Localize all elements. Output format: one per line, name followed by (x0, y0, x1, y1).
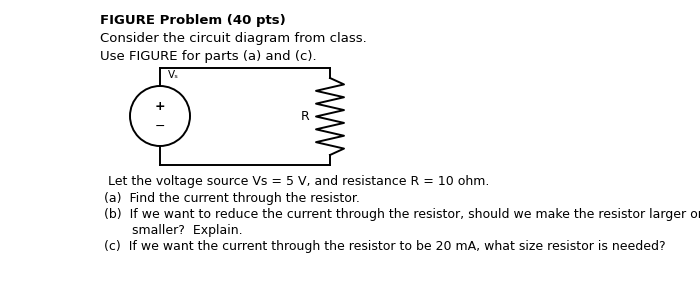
Text: Use FIGURE for parts (a) and (c).: Use FIGURE for parts (a) and (c). (100, 50, 316, 63)
Text: Let the voltage source Vs = 5 V, and resistance R = 10 ohm.: Let the voltage source Vs = 5 V, and res… (100, 175, 489, 188)
Text: (b)  If we want to reduce the current through the resistor, should we make the r: (b) If we want to reduce the current thr… (100, 208, 700, 221)
Text: (c)  If we want the current through the resistor to be 20 mA, what size resistor: (c) If we want the current through the r… (100, 240, 666, 253)
Text: −: − (155, 119, 165, 133)
Text: R: R (300, 110, 309, 123)
Text: Consider the circuit diagram from class.: Consider the circuit diagram from class. (100, 32, 367, 45)
Circle shape (130, 86, 190, 146)
Text: Vₛ: Vₛ (168, 70, 179, 80)
Text: smaller?  Explain.: smaller? Explain. (100, 224, 243, 237)
Text: (a)  Find the current through the resistor.: (a) Find the current through the resisto… (100, 192, 360, 205)
Text: FIGURE Problem (40 pts): FIGURE Problem (40 pts) (100, 14, 286, 27)
Text: +: + (155, 100, 165, 114)
